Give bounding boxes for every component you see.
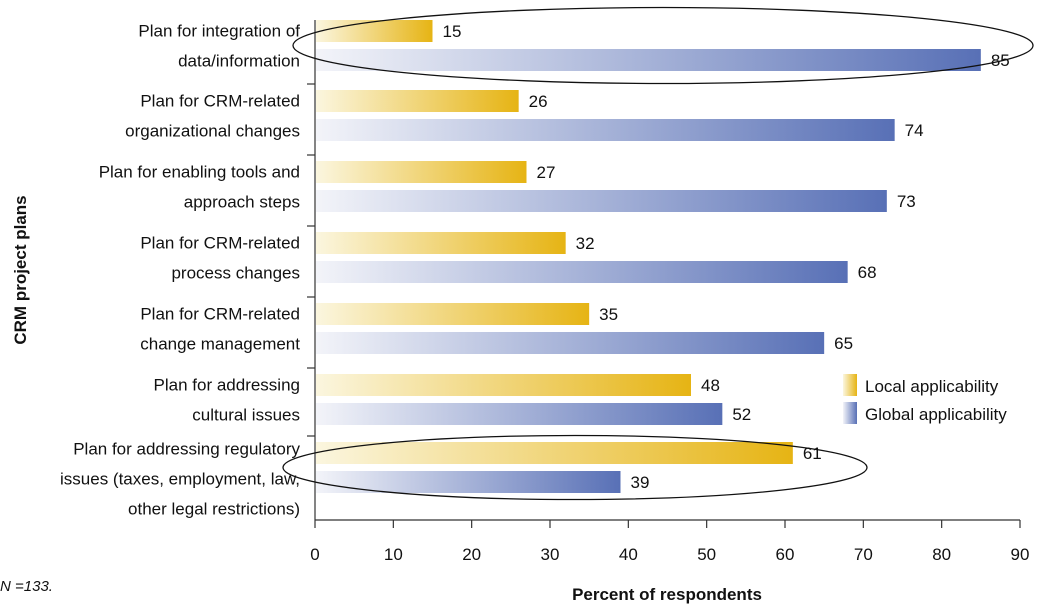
category-label: cultural issues	[192, 406, 300, 425]
x-axis: 0 10 20 30 40 50 60 70 80 90	[307, 20, 1029, 564]
local-bar	[316, 232, 566, 254]
x-tick-label: 90	[1011, 545, 1030, 564]
category-label: Plan for addressing regulatory	[73, 440, 300, 459]
local-bar	[316, 303, 590, 325]
highlight-ellipses	[282, 6, 1034, 501]
local-value-label: 48	[701, 376, 720, 395]
local-bar	[316, 442, 793, 464]
local-value-label: 15	[443, 22, 462, 41]
category-labels: Plan for integration of data/information P…	[60, 22, 300, 519]
global-value-label: 68	[858, 263, 877, 282]
global-value-label: 52	[732, 405, 751, 424]
local-value-label: 32	[576, 234, 595, 253]
global-bar	[316, 49, 981, 71]
local-bar	[316, 20, 433, 42]
global-bar	[316, 403, 723, 425]
legend-label-global: Global applicability	[865, 405, 1007, 424]
local-bar	[316, 374, 691, 396]
x-tick-label: 30	[541, 545, 560, 564]
x-tick-label: 70	[854, 545, 873, 564]
category-label: issues (taxes, employment, law,	[60, 470, 300, 489]
global-bar	[316, 190, 887, 212]
global-value-label: 74	[905, 121, 924, 140]
category-label: Plan for CRM-related	[140, 92, 300, 111]
local-value-label: 26	[529, 92, 548, 111]
category-label: Plan for enabling tools and	[99, 163, 300, 182]
y-axis-title: CRM project plans	[11, 195, 30, 344]
local-value-label: 27	[537, 163, 556, 182]
global-bar	[316, 332, 825, 354]
x-tick-label: 10	[384, 545, 403, 564]
global-bar	[316, 261, 848, 283]
x-axis-title: Percent of respondents	[572, 585, 762, 604]
legend-swatch-global	[843, 402, 857, 424]
local-value-label: 35	[599, 305, 618, 324]
category-label: other legal restrictions)	[128, 500, 300, 519]
legend-swatch-local	[843, 374, 857, 396]
x-tick-label: 50	[697, 545, 716, 564]
local-bar	[316, 161, 527, 183]
x-tick-label: 80	[932, 545, 951, 564]
highlight-ellipse	[282, 434, 868, 501]
highlight-ellipse	[292, 6, 1034, 85]
x-tick-label: 40	[619, 545, 638, 564]
x-tick-label: 60	[776, 545, 795, 564]
global-value-label: 65	[834, 334, 853, 353]
category-label: Plan for CRM-related	[140, 234, 300, 253]
category-label: approach steps	[184, 193, 300, 212]
category-label: organizational changes	[125, 122, 300, 141]
local-bar	[316, 90, 519, 112]
global-value-label: 39	[631, 473, 650, 492]
category-label: data/information	[178, 52, 300, 71]
legend-label-local: Local applicability	[865, 377, 999, 396]
category-label: Plan for integration of	[138, 22, 300, 41]
x-tick-label: 0	[310, 545, 319, 564]
global-bar	[316, 471, 621, 493]
category-label: Plan for CRM-related	[140, 305, 300, 324]
legend: Local applicability Global applicability	[843, 374, 1007, 424]
global-bar	[316, 119, 895, 141]
local-value-label: 61	[803, 444, 822, 463]
category-label: process changes	[171, 264, 300, 283]
sample-size-note: N =133.	[0, 578, 53, 595]
category-label: Plan for addressing	[154, 376, 300, 395]
category-label: change management	[140, 335, 300, 354]
global-value-label: 73	[897, 192, 916, 211]
x-tick-label: 20	[462, 545, 481, 564]
